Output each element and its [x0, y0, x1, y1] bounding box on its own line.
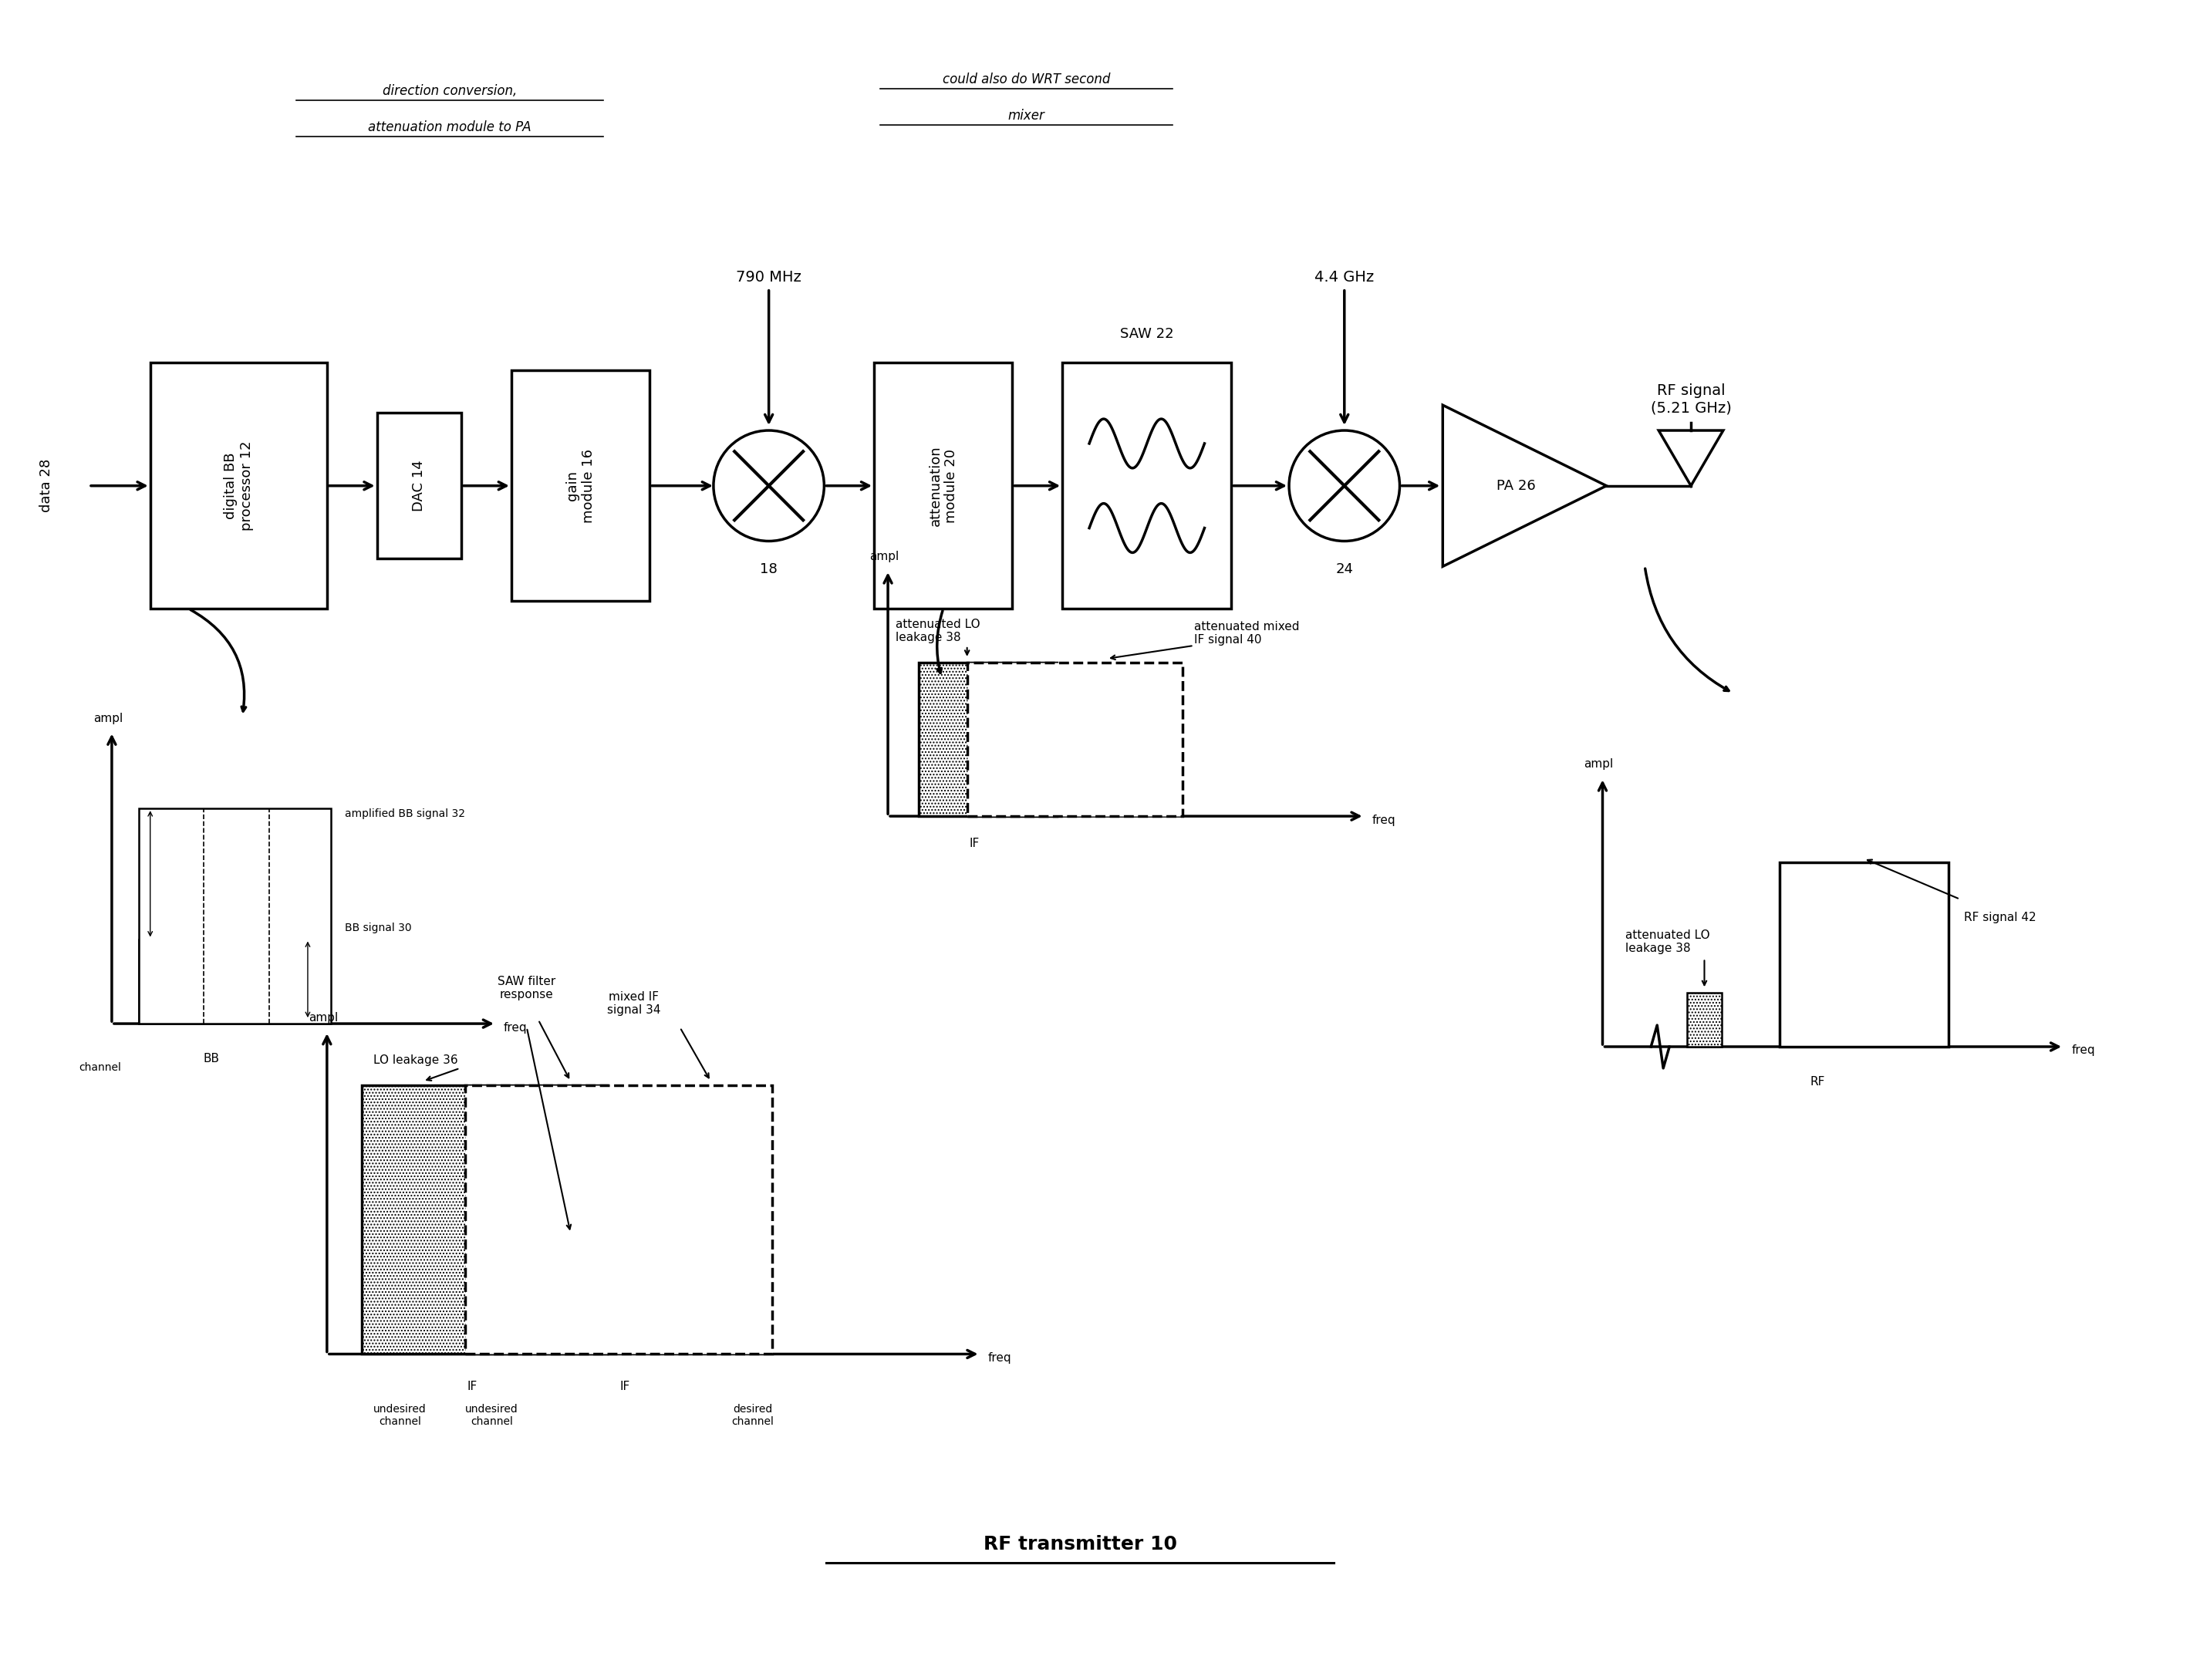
Text: attenuated LO
leakage 38: attenuated LO leakage 38	[1626, 929, 1709, 954]
Bar	[464, 1085, 772, 1354]
Text: IF: IF	[466, 1381, 477, 1393]
Text: digital BB
processor 12: digital BB processor 12	[224, 440, 253, 531]
Bar	[510, 371, 649, 601]
Text: ampl: ampl	[308, 1011, 339, 1023]
Bar	[1063, 363, 1232, 608]
Text: freq: freq	[1373, 815, 1395, 827]
Text: 790 MHz: 790 MHz	[737, 270, 801, 284]
Text: undesired
channel: undesired channel	[464, 1404, 519, 1428]
Text: mixer: mixer	[1008, 109, 1045, 123]
Text: freq: freq	[504, 1021, 528, 1033]
Bar	[139, 939, 262, 1023]
Bar	[361, 1085, 607, 1354]
Text: gain
module 16: gain module 16	[565, 449, 596, 522]
Text: amplified BB signal 32: amplified BB signal 32	[345, 808, 464, 820]
Bar	[873, 363, 1012, 608]
Text: could also do WRT second: could also do WRT second	[942, 72, 1111, 86]
Text: RF signal 42: RF signal 42	[1965, 912, 2035, 924]
Text: direction conversion,: direction conversion,	[383, 84, 517, 97]
Text: SAW filter
response: SAW filter response	[497, 976, 557, 1001]
Bar	[376, 413, 462, 559]
Text: desired
channel: desired channel	[733, 1404, 774, 1428]
Circle shape	[1289, 430, 1399, 541]
Bar	[139, 808, 330, 1023]
Text: channel: channel	[79, 1062, 121, 1074]
Circle shape	[713, 430, 825, 541]
Text: SAW 22: SAW 22	[1120, 328, 1175, 341]
Bar	[1780, 862, 1949, 1047]
Polygon shape	[1443, 405, 1606, 566]
Text: DAC 14: DAC 14	[411, 460, 427, 511]
Bar	[968, 662, 1181, 816]
Text: PA 26: PA 26	[1496, 479, 1536, 492]
Text: IF: IF	[620, 1381, 629, 1393]
Text: attenuation
module 20: attenuation module 20	[928, 445, 959, 526]
Text: 4.4 GHz: 4.4 GHz	[1316, 270, 1375, 284]
Text: 18: 18	[759, 563, 777, 576]
Text: ampl: ampl	[92, 712, 123, 724]
Text: attenuated LO
leakage 38: attenuated LO leakage 38	[895, 618, 981, 643]
Text: RF signal
(5.21 GHz): RF signal (5.21 GHz)	[1650, 383, 1731, 415]
Text: RF: RF	[1811, 1075, 1826, 1087]
Text: attenuation module to PA: attenuation module to PA	[367, 119, 532, 134]
Text: ampl: ampl	[869, 551, 900, 563]
Text: ampl: ampl	[1584, 758, 1613, 769]
Text: 24: 24	[1335, 563, 1353, 576]
Text: RF transmitter 10: RF transmitter 10	[983, 1536, 1177, 1554]
Text: mixed IF
signal 34: mixed IF signal 34	[607, 991, 660, 1016]
Bar	[920, 662, 1056, 816]
Text: freq: freq	[988, 1352, 1012, 1364]
Text: LO leakage 36: LO leakage 36	[374, 1055, 458, 1065]
Text: attenuated mixed
IF signal 40: attenuated mixed IF signal 40	[1195, 620, 1298, 645]
Text: IF: IF	[968, 838, 979, 850]
Bar	[1687, 993, 1723, 1047]
Text: data 28: data 28	[40, 459, 53, 512]
Text: BB: BB	[205, 1053, 220, 1065]
Bar	[150, 363, 328, 608]
Text: BB signal 30: BB signal 30	[345, 922, 411, 932]
Text: undesired
channel: undesired channel	[374, 1404, 427, 1428]
Text: freq: freq	[2072, 1045, 2094, 1057]
